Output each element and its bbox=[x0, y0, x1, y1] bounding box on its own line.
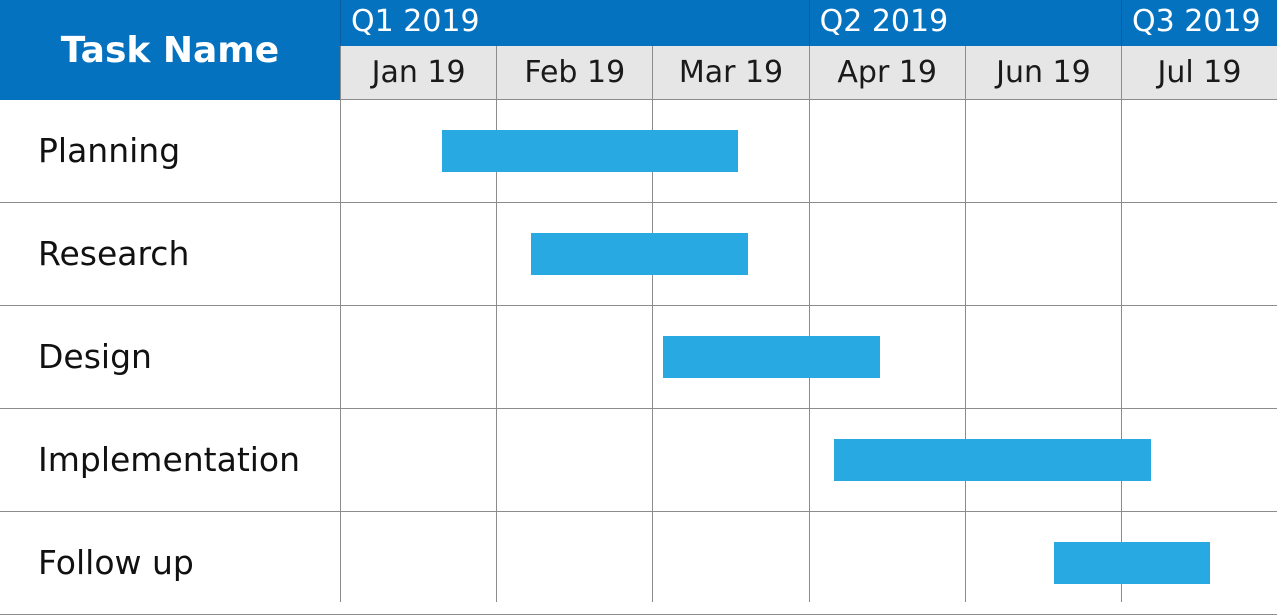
task-bar-implementation bbox=[833, 438, 1151, 481]
task-label: Planning bbox=[38, 131, 181, 170]
task-label: Follow up bbox=[38, 543, 194, 582]
quarter-label: Q1 2019 bbox=[340, 0, 809, 46]
task-bar-planning bbox=[441, 129, 739, 172]
task-row: Planning bbox=[0, 100, 1277, 203]
month-label: Jun 19 bbox=[964, 46, 1121, 100]
task-label: Design bbox=[38, 337, 152, 376]
grid-line bbox=[1121, 100, 1122, 602]
task-bar-design bbox=[663, 335, 881, 378]
grid-line bbox=[964, 100, 966, 602]
task-row: Design bbox=[0, 306, 1277, 409]
task-label: Research bbox=[38, 234, 190, 273]
quarter-label: Q2 2019 bbox=[808, 0, 1121, 46]
task-row: Research bbox=[0, 203, 1277, 306]
grid-line bbox=[652, 100, 654, 602]
task-label: Implementation bbox=[38, 440, 301, 479]
month-label: Jul 19 bbox=[1121, 46, 1277, 100]
task-bar-research bbox=[530, 232, 748, 275]
month-label: Jan 19 bbox=[340, 46, 497, 100]
task-bar-follow-up bbox=[1053, 541, 1211, 584]
month-label: Apr 19 bbox=[808, 46, 965, 100]
task-name-header: Task Name bbox=[0, 0, 340, 100]
task-row: Implementation bbox=[0, 409, 1277, 512]
grid-line bbox=[340, 100, 341, 602]
month-label: Mar 19 bbox=[652, 46, 809, 100]
grid-line bbox=[496, 100, 498, 602]
task-name-header-label: Task Name bbox=[60, 29, 280, 71]
month-label: Feb 19 bbox=[496, 46, 653, 100]
quarter-label: Q3 2019 bbox=[1121, 0, 1277, 46]
